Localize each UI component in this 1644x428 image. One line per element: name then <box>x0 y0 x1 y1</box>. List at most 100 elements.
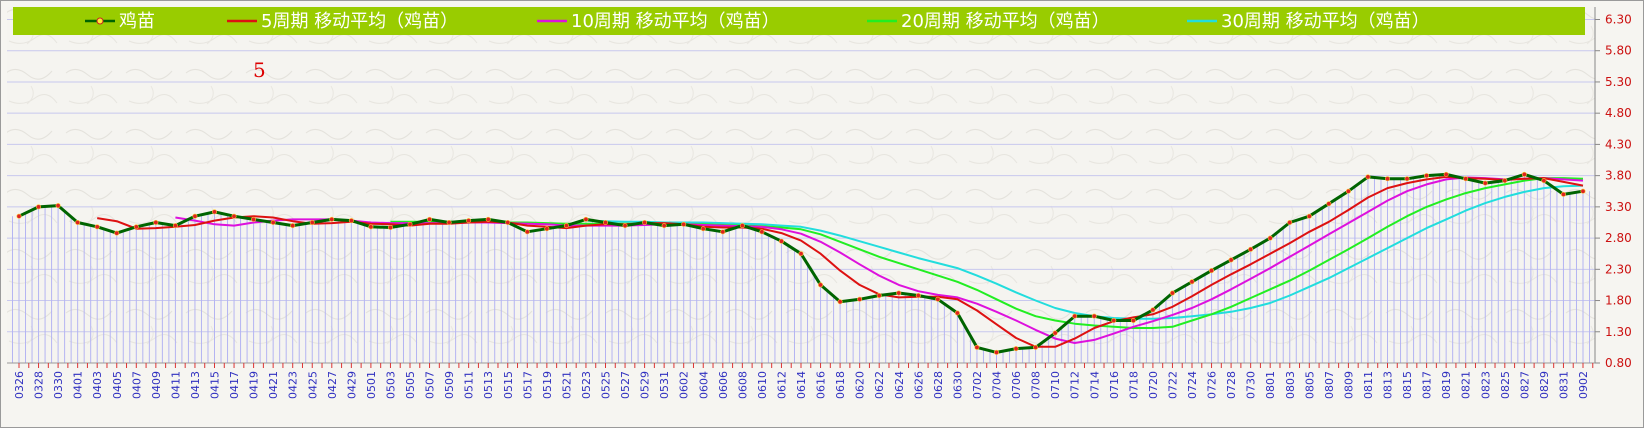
y-tick-label: 6.30 <box>1605 12 1632 26</box>
data-point <box>309 219 315 225</box>
x-tick-label: 0409 <box>150 371 163 399</box>
data-point <box>290 223 296 229</box>
data-point <box>133 224 139 230</box>
x-tick-label: 0604 <box>697 371 710 399</box>
data-point-markers <box>16 171 1586 355</box>
y-tick-label: 2.30 <box>1605 262 1632 276</box>
x-tick-label: 0817 <box>1421 371 1434 399</box>
x-tick-label: 0626 <box>912 371 925 399</box>
data-point <box>1502 178 1508 184</box>
data-point <box>485 216 491 222</box>
data-point <box>172 223 178 229</box>
data-point <box>1033 344 1039 350</box>
data-point <box>798 251 804 257</box>
x-tick-label: 0527 <box>619 371 632 399</box>
data-point <box>407 221 413 227</box>
y-tick-label: 4.80 <box>1605 106 1632 120</box>
data-point <box>1111 318 1117 324</box>
data-point <box>1404 176 1410 182</box>
data-point <box>1306 213 1312 219</box>
legend-marker <box>96 17 104 25</box>
data-point <box>1541 178 1547 184</box>
data-point <box>642 219 648 225</box>
data-point <box>720 229 726 235</box>
data-point <box>739 223 745 229</box>
x-tick-label: 0728 <box>1225 371 1238 399</box>
x-tick-label: 0415 <box>209 371 222 399</box>
x-tick-label: 0519 <box>541 371 554 399</box>
x-tick-label: 0513 <box>482 371 495 399</box>
data-point <box>1443 171 1449 177</box>
x-tick-label: 0616 <box>815 371 828 399</box>
data-point <box>153 219 159 225</box>
x-tick-label: 0330 <box>52 371 65 399</box>
data-point <box>446 219 452 225</box>
data-point <box>759 229 765 235</box>
x-tick-label: 0805 <box>1303 371 1316 399</box>
x-tick-label: 0720 <box>1147 371 1160 399</box>
x-tick-label: 0403 <box>91 371 104 399</box>
legend-entry: 鸡苗 <box>119 11 155 32</box>
data-point <box>583 216 589 222</box>
data-point <box>1169 290 1175 296</box>
x-tick-label: 0815 <box>1401 371 1414 399</box>
data-point <box>876 293 882 299</box>
data-point <box>544 226 550 232</box>
legend-entry: 5周期 移动平均（鸡苗） <box>261 11 458 32</box>
x-tick-label: 0509 <box>443 371 456 399</box>
x-tick-label: 0628 <box>932 371 945 399</box>
data-point <box>1521 171 1527 177</box>
data-point <box>681 221 687 227</box>
data-point <box>16 213 22 219</box>
data-point <box>602 219 608 225</box>
data-point <box>1463 176 1469 182</box>
x-tick-label: 0801 <box>1264 371 1277 399</box>
x-tick-label: 0718 <box>1127 371 1140 399</box>
data-point <box>1091 313 1097 319</box>
data-point <box>896 290 902 296</box>
data-point <box>505 219 511 225</box>
x-tick-label: 0710 <box>1049 371 1062 399</box>
y-axis-ticks: 6.30 5.80 5.30 4.80 4.30 3.80 3.30 2.80 2.30 1.80… <box>1595 12 1632 370</box>
y-tick-label: 2.80 <box>1605 231 1632 245</box>
x-tick-label: 0813 <box>1382 371 1395 399</box>
data-point <box>935 296 941 302</box>
data-point <box>1345 188 1351 194</box>
x-tick-label: 0823 <box>1479 371 1492 399</box>
data-point <box>231 213 237 219</box>
data-point <box>1209 268 1215 274</box>
x-tick-label: 0326 <box>13 371 26 399</box>
x-tick-label: 0827 <box>1518 371 1531 399</box>
data-point <box>563 223 569 229</box>
y-tick-label: 3.30 <box>1605 200 1632 214</box>
x-tick-label: 0622 <box>873 371 886 399</box>
data-point <box>329 216 335 222</box>
data-point <box>1482 180 1488 186</box>
x-tick-label: 0608 <box>736 371 749 399</box>
x-tick-label: 0730 <box>1245 371 1258 399</box>
x-tick-label: 0624 <box>893 371 906 399</box>
data-point <box>1365 174 1371 180</box>
x-tick-label: 0517 <box>521 371 534 399</box>
x-tick-label: 0411 <box>169 371 182 399</box>
x-tick-label: 0708 <box>1030 371 1043 399</box>
x-tick-label: 0505 <box>404 371 417 399</box>
data-point <box>954 310 960 316</box>
x-tick-label: 0620 <box>854 371 867 399</box>
data-point <box>251 216 257 222</box>
x-tick-label: 0423 <box>287 371 300 399</box>
x-tick-label: 0503 <box>384 371 397 399</box>
x-tick-label: 0811 <box>1362 371 1375 399</box>
x-tick-label: 0706 <box>1010 371 1023 399</box>
data-point <box>974 344 980 350</box>
legend-entry: 30周期 移动平均（鸡苗） <box>1221 11 1430 32</box>
x-tick-label: 0515 <box>502 371 515 399</box>
data-point <box>36 204 42 210</box>
x-tick-label: 0712 <box>1069 371 1082 399</box>
x-tick-label: 0714 <box>1088 371 1101 399</box>
legend-entry: 20周期 移动平均（鸡苗） <box>901 11 1110 32</box>
y-tick-label: 0.80 <box>1605 356 1632 370</box>
data-point <box>837 299 843 305</box>
data-point <box>348 218 354 224</box>
y-tick-label: 4.30 <box>1605 137 1632 151</box>
